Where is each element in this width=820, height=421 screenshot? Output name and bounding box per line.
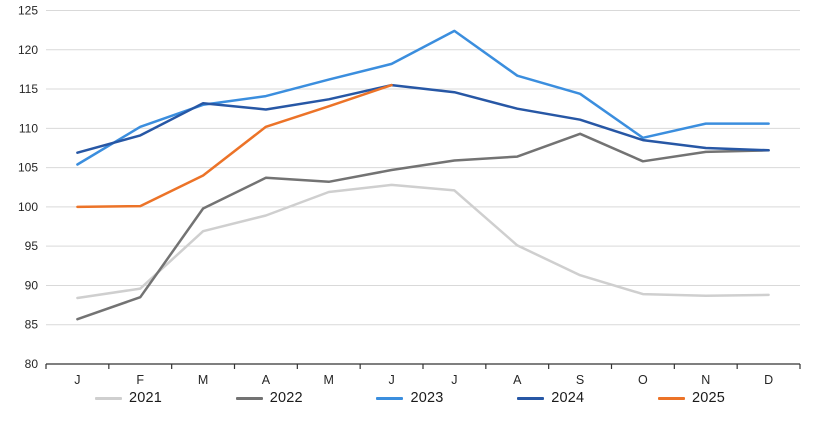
legend-item-2024: 2024 — [517, 390, 584, 406]
y-tick-label: 85 — [25, 318, 39, 332]
legend-item-2022: 2022 — [235, 390, 303, 406]
x-tick-label: A — [262, 373, 271, 387]
x-tick-label: S — [576, 373, 584, 387]
x-tick-label: J — [451, 373, 457, 387]
legend-swatch-2024 — [517, 396, 545, 400]
y-tick-label: 90 — [25, 278, 39, 292]
series-line-2024 — [76, 83, 770, 154]
legend-label: 2024 — [551, 390, 585, 406]
y-tick-label: 95 — [25, 239, 39, 253]
legend-item-2025: 2025 — [657, 390, 725, 406]
x-tick-label: J — [74, 373, 80, 387]
series-line-2023 — [76, 29, 770, 166]
legend: 2021 2022 2023 2024 2025 — [95, 386, 725, 410]
series-line-2022 — [76, 132, 770, 321]
legend-swatch-2025 — [657, 396, 685, 400]
legend-item-2023: 2023 — [376, 390, 443, 406]
x-tick-label: F — [136, 373, 144, 387]
x-tick-label: J — [388, 373, 394, 387]
y-tick-label: 125 — [18, 4, 38, 18]
x-tick-label: D — [764, 373, 773, 387]
y-tick-label: 80 — [25, 357, 39, 371]
series-line-2021 — [76, 183, 770, 300]
legend-label: 2023 — [410, 390, 444, 406]
y-tick-label: 110 — [19, 121, 38, 135]
x-tick-label: M — [324, 373, 334, 387]
x-tick-label: M — [198, 373, 208, 387]
y-tick-label: 100 — [18, 200, 38, 214]
legend-swatch-2021 — [95, 396, 122, 400]
y-tick-label: 105 — [18, 161, 38, 175]
legend-label: 2021 — [129, 390, 163, 406]
legend-label: 2022 — [269, 390, 303, 406]
x-tick-label: N — [701, 373, 710, 387]
legend-swatch-2022 — [235, 396, 263, 400]
legend-label: 2025 — [691, 390, 725, 406]
x-tick-label: O — [638, 373, 648, 387]
y-tick-label: 115 — [19, 82, 38, 96]
legend-item-2021: 2021 — [95, 390, 162, 406]
legend-swatch-2023 — [376, 396, 404, 400]
series-line-2025 — [76, 83, 393, 209]
y-tick-label: 120 — [18, 43, 38, 57]
x-tick-label: A — [513, 373, 522, 387]
